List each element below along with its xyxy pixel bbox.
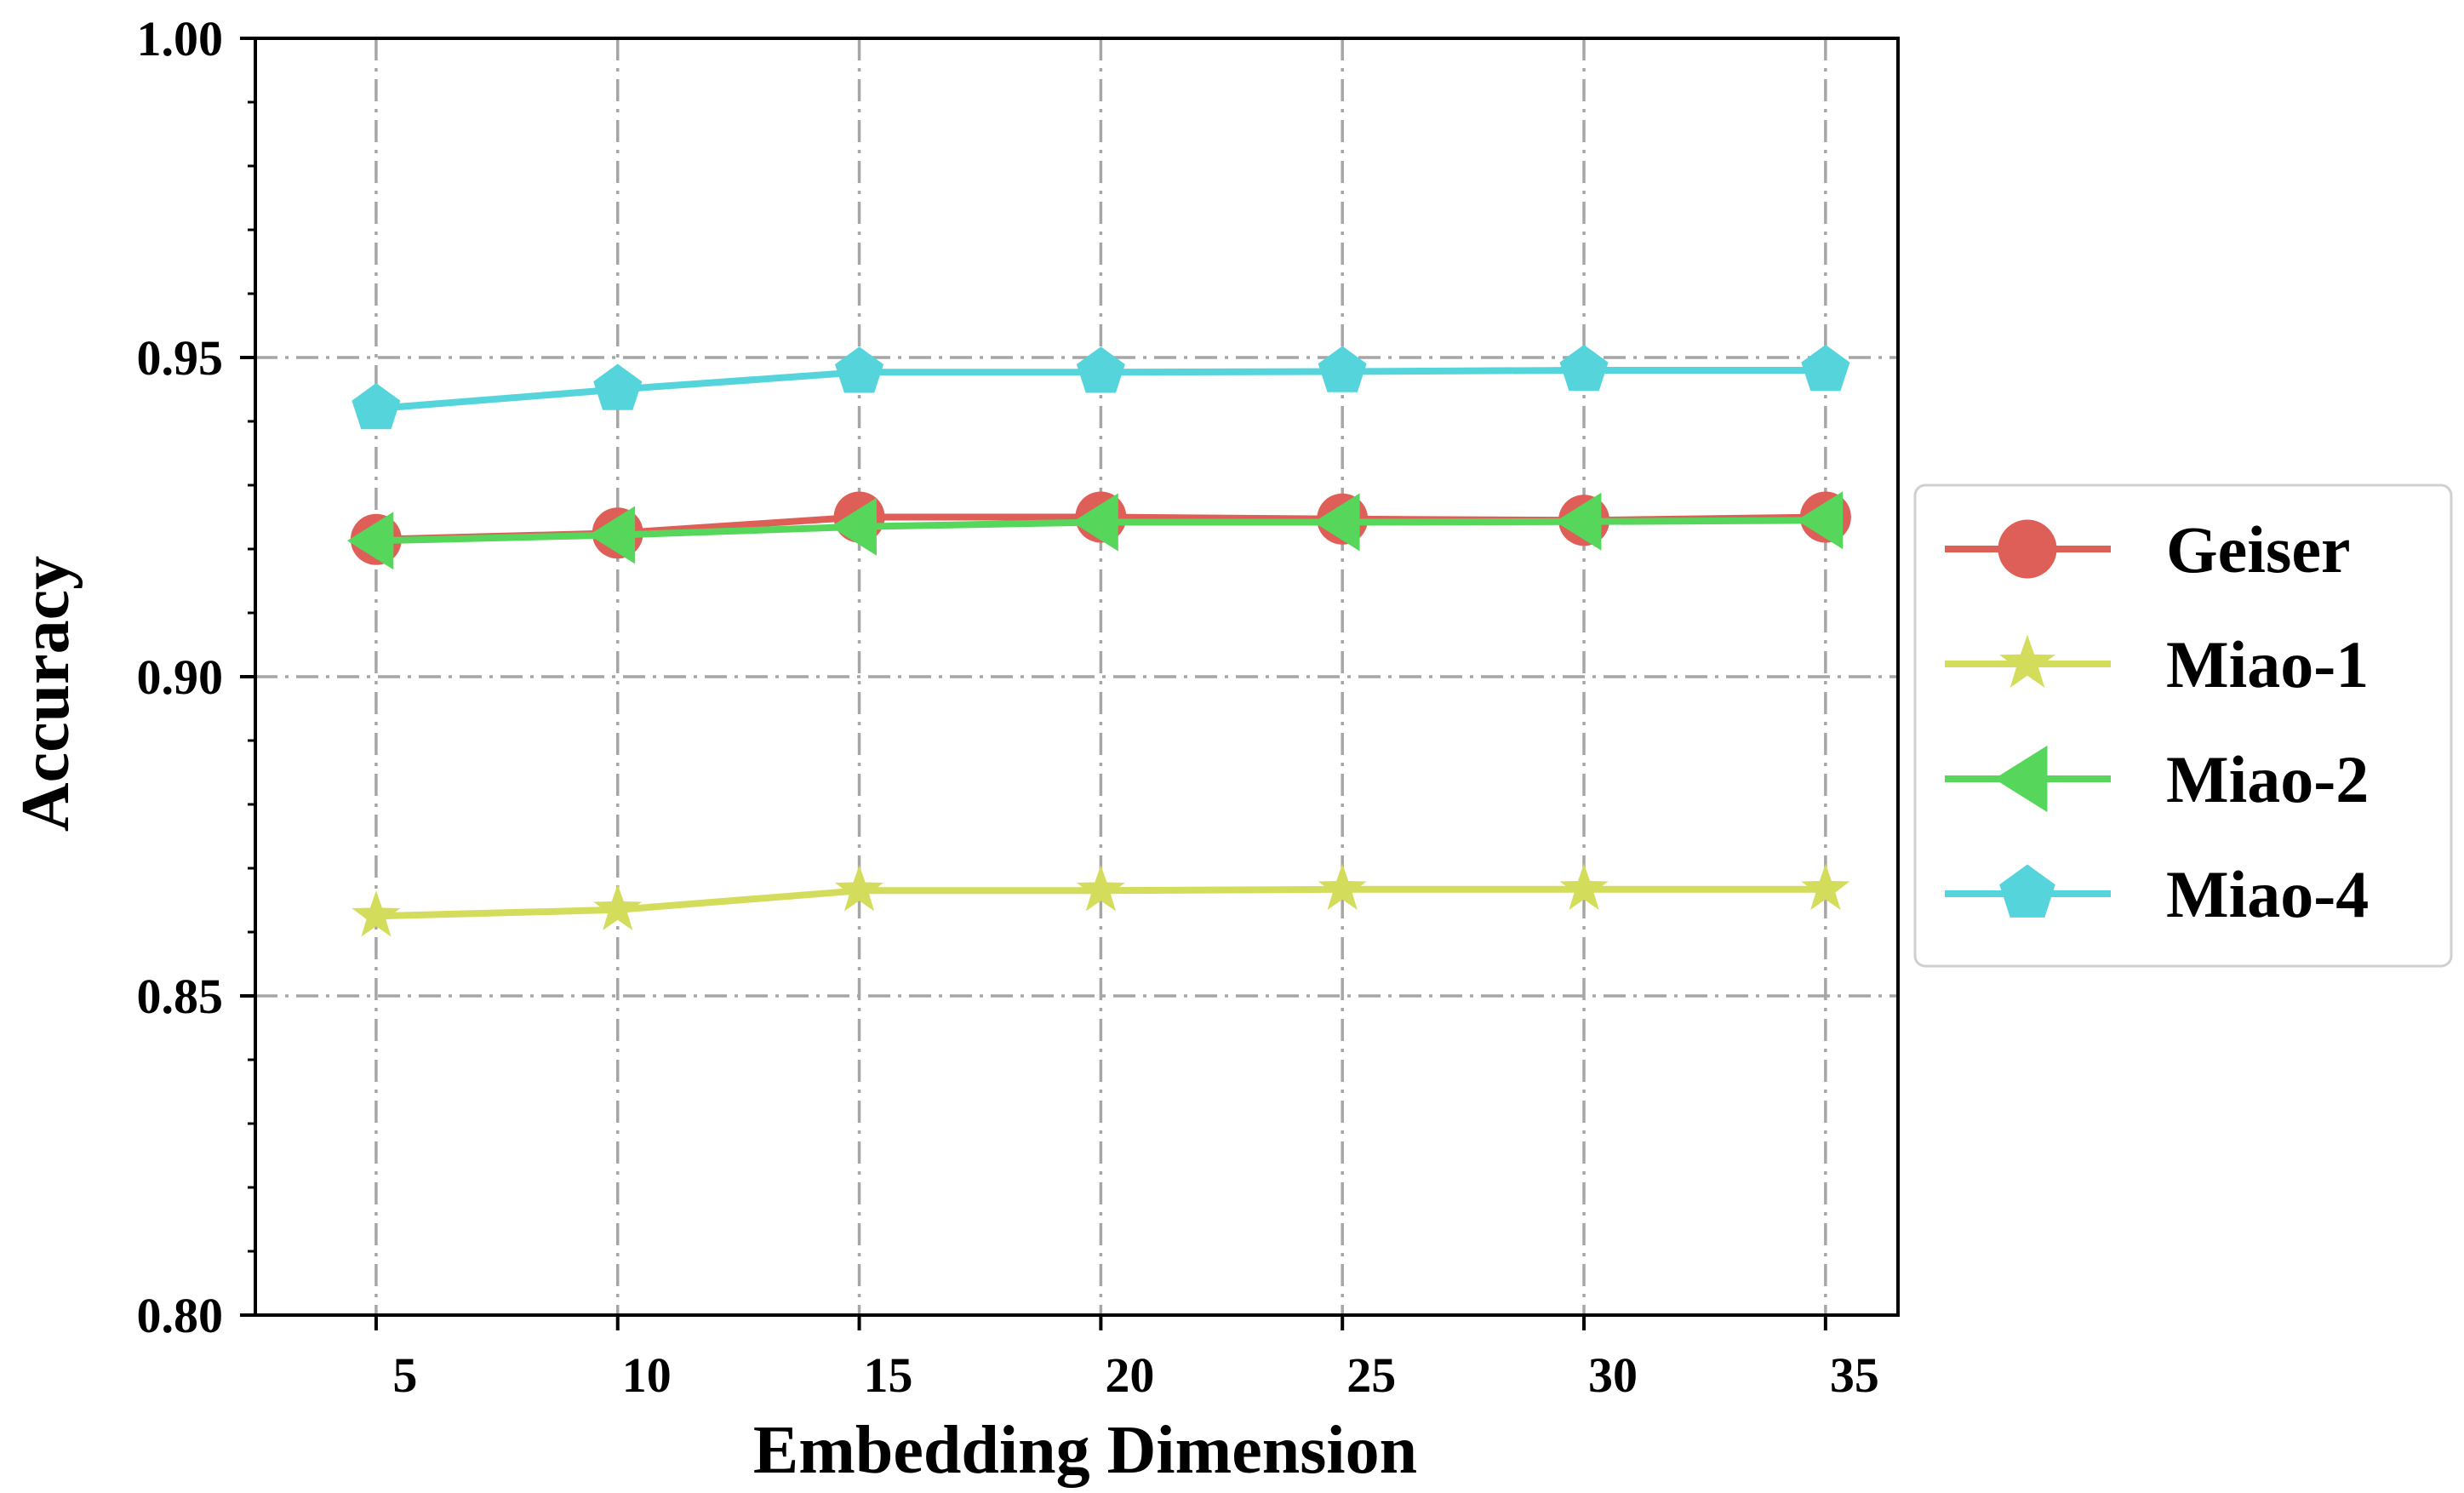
pentagon-marker [835, 346, 884, 393]
series-group [346, 345, 1851, 937]
pentagon-marker [1559, 345, 1609, 392]
y-tick-label: 0.95 [137, 330, 224, 386]
star-marker [1076, 865, 1125, 912]
pentagon-marker [1999, 864, 2055, 918]
legend-item-miao-4: Miao-4 [1945, 857, 2369, 931]
y-tick-label: 0.85 [137, 969, 224, 1024]
grid [255, 38, 1898, 1315]
series-miao-2 [346, 491, 1844, 570]
triangle-left-marker [1072, 493, 1118, 552]
y-axis-ticks: 0.80 0.85 0.90 0.95 1.00 [137, 11, 255, 1343]
legend-label: Geiser [2166, 512, 2351, 586]
x-tick-label: 5 [392, 1347, 417, 1403]
x-tick-label: 15 [864, 1347, 913, 1403]
x-axis-ticks: 5 10 15 20 25 30 35 [374, 1315, 1879, 1403]
triangle-left-marker [1796, 491, 1844, 550]
legend: Geiser Miao-1 Miao-2 Miao-4 [1913, 483, 2453, 968]
pentagon-marker [1076, 346, 1125, 393]
x-tick-label: 20 [1105, 1347, 1154, 1403]
legend-label: Miao-2 [2166, 742, 2369, 816]
legend-item-geiser: Geiser [1945, 512, 2351, 586]
x-axis-title: Embedding Dimension [753, 1413, 1417, 1488]
legend-box [1913, 483, 2453, 968]
pentagon-marker [1318, 346, 1367, 392]
legend-item-miao-2: Miao-2 [1945, 742, 2369, 816]
y-tick-label: 1.00 [137, 11, 224, 66]
star-marker [1318, 863, 1367, 910]
x-tick-label: 10 [622, 1347, 672, 1403]
x-tick-label: 25 [1346, 1347, 1396, 1403]
triangle-left-marker [1313, 493, 1360, 552]
pentagon-marker [352, 383, 401, 430]
triangle-left-marker [1555, 492, 1602, 551]
y-tick-label: 0.80 [137, 1288, 224, 1343]
series-miao-1 [352, 863, 1850, 937]
pentagon-marker [1801, 345, 1850, 392]
pentagon-marker [593, 363, 643, 410]
star-marker [352, 890, 401, 937]
triangle-left-marker [1993, 745, 2048, 813]
star-marker [1559, 863, 1609, 910]
star-marker [835, 865, 884, 912]
legend-item-miao-1: Miao-1 [1945, 627, 2369, 701]
x-tick-label: 35 [1830, 1347, 1879, 1403]
y-axis-title: Accuracy [9, 556, 83, 832]
legend-label: Miao-4 [2166, 857, 2369, 931]
y-tick-label: 0.90 [137, 649, 224, 705]
series-miao-4 [352, 345, 1850, 430]
star-marker [1999, 634, 2055, 688]
legend-label: Miao-1 [2166, 627, 2369, 701]
circle-marker [1998, 519, 2057, 579]
star-marker [593, 884, 643, 930]
triangle-left-marker [830, 497, 877, 556]
star-marker [1801, 863, 1850, 910]
x-tick-label: 30 [1588, 1347, 1638, 1403]
triangle-left-marker [588, 506, 636, 564]
triangle-left-marker [346, 512, 394, 570]
